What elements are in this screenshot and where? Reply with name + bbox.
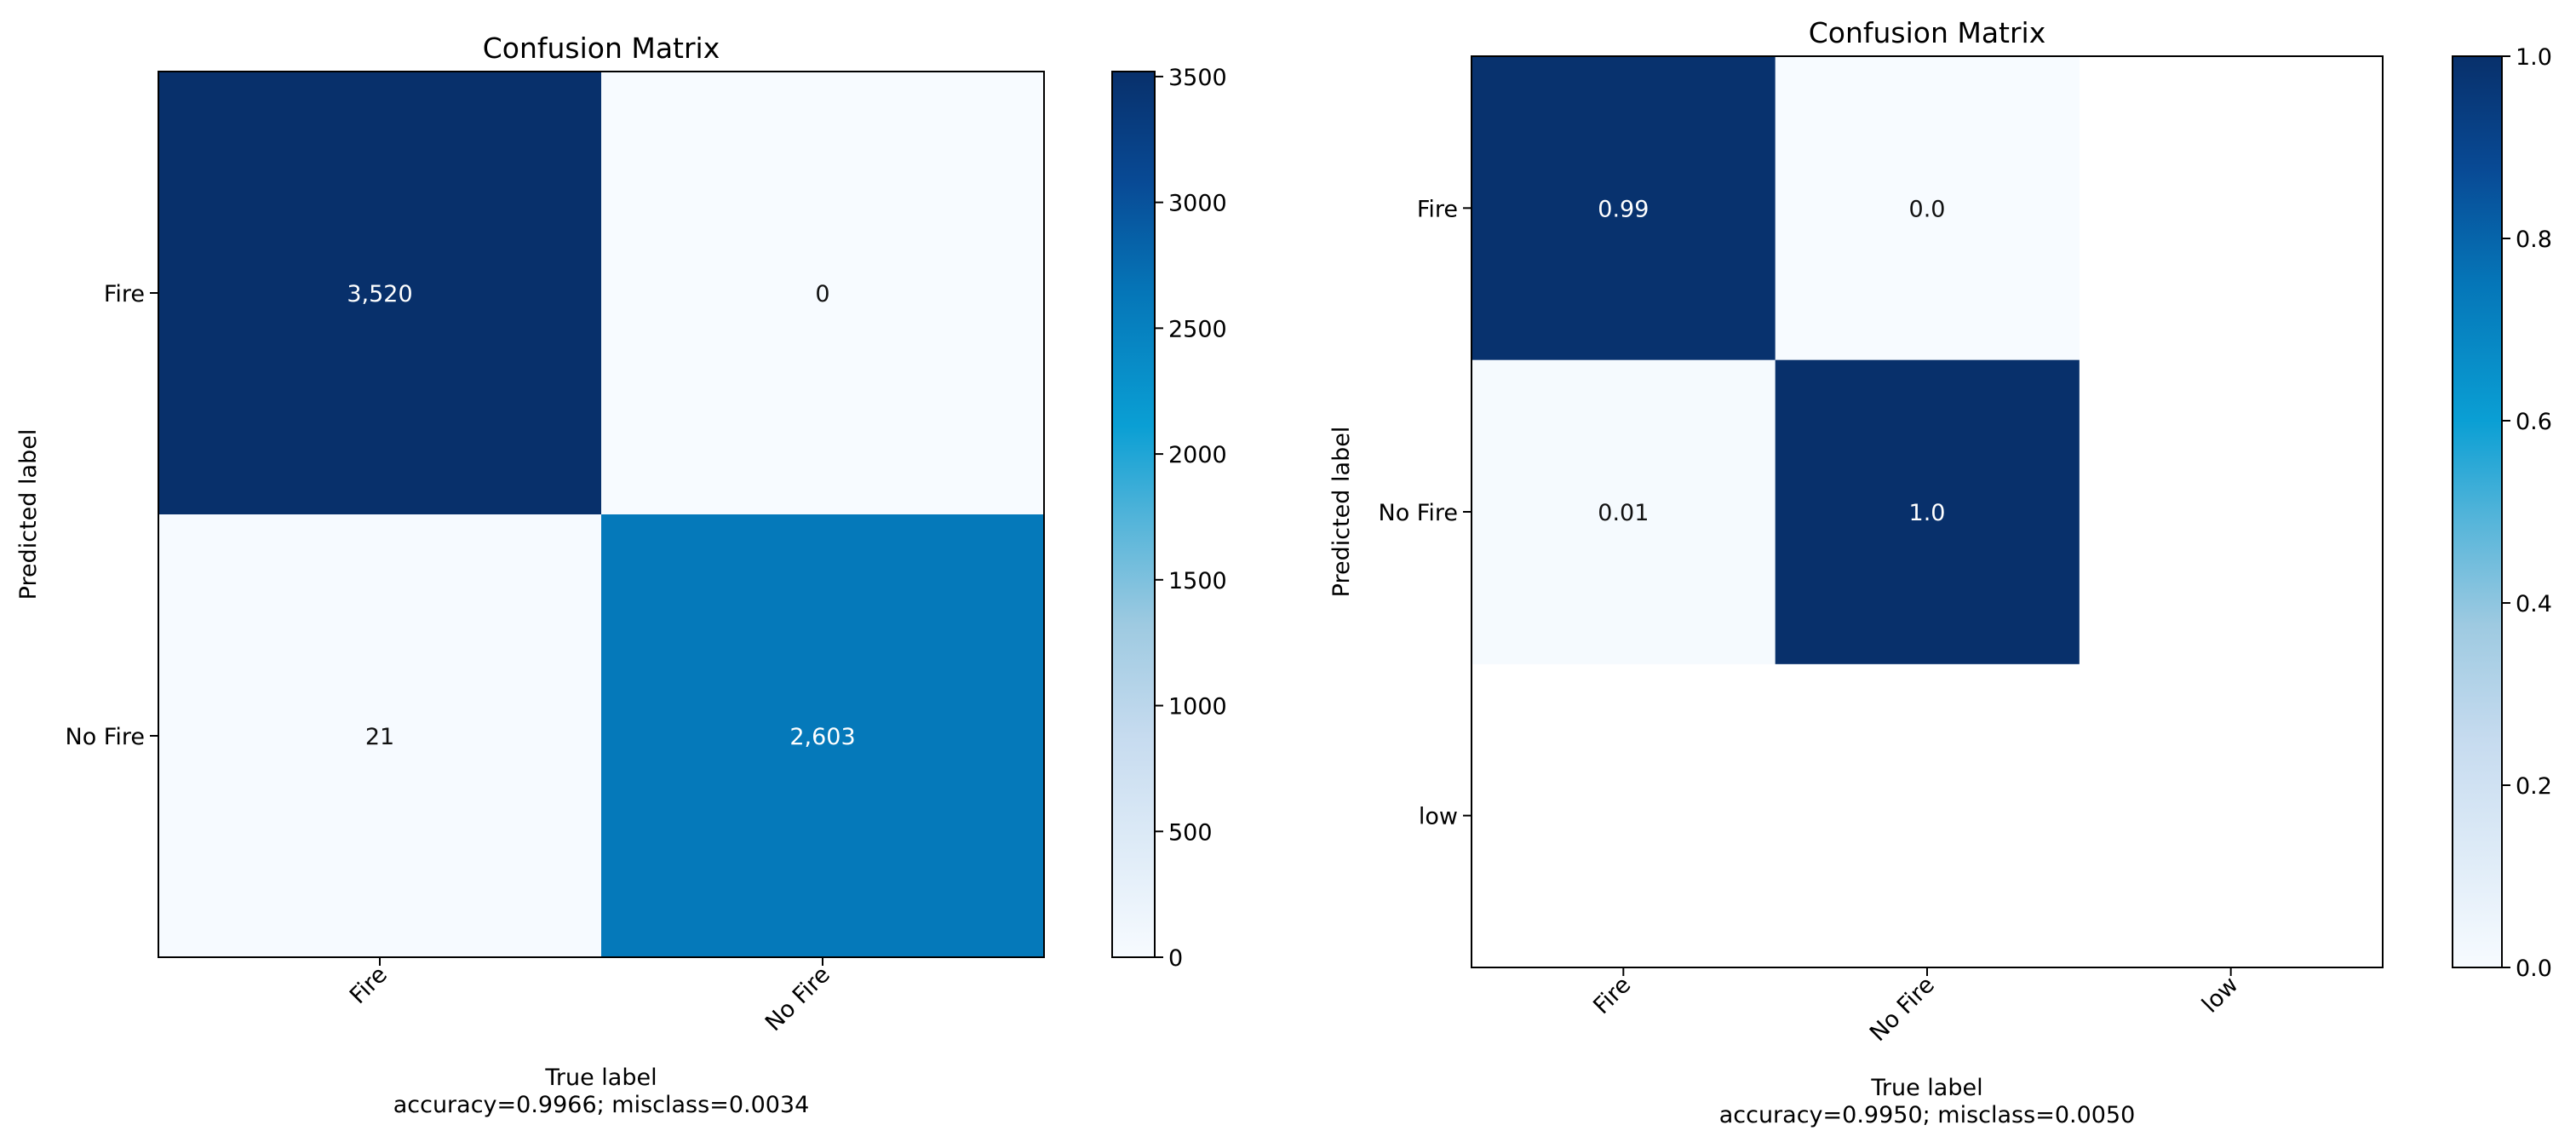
cell-value-label: 0.01 bbox=[1598, 500, 1649, 526]
y-tick-label: Fire bbox=[104, 281, 145, 307]
colorbar-tick-label: 3500 bbox=[1168, 65, 1227, 91]
colorbar-gradient bbox=[2452, 55, 2503, 968]
colorbar: 0 500 1000 1500 2000 2500 3000 3500 bbox=[1111, 65, 1227, 972]
confusion-matrix-chart-2: 0.99 0.0 0.01 1.0 Confusion Matrix Fire No Fir… bbox=[1328, 16, 2552, 1128]
y-tick-label: No Fire bbox=[66, 724, 146, 750]
y-axis-label: Predicted label bbox=[15, 429, 42, 600]
cell-value-label: 1.0 bbox=[1909, 500, 1946, 526]
heatmap-cell bbox=[601, 514, 1045, 958]
x-tick-label: No Fire bbox=[760, 961, 835, 1036]
cell-value-label: 0.0 bbox=[1909, 196, 1946, 222]
colorbar-tick-label: 0.0 bbox=[2516, 956, 2552, 982]
heatmap-cell bbox=[1472, 359, 1776, 664]
heatmap-cell bbox=[158, 514, 602, 958]
cell-value-label: 0 bbox=[815, 281, 829, 307]
cell-value-label: 2,603 bbox=[789, 724, 855, 750]
heatmap-cell bbox=[158, 72, 602, 515]
colorbar-tick-label: 2000 bbox=[1168, 442, 1227, 468]
accuracy-footer: accuracy=0.9966; misclass=0.0034 bbox=[393, 1092, 810, 1118]
colorbar-gradient bbox=[1111, 71, 1156, 958]
colorbar-tick-label: 0.4 bbox=[2516, 591, 2552, 617]
x-tick-label: No Fire bbox=[1865, 972, 1940, 1047]
colorbar-tick-label: 0.8 bbox=[2516, 227, 2552, 253]
x-axis-label: True label bbox=[1870, 1075, 1982, 1101]
chart-title: Confusion Matrix bbox=[1809, 16, 2046, 49]
colorbar-tick-label: 500 bbox=[1168, 819, 1213, 846]
plot-frame bbox=[158, 71, 1045, 958]
x-tick-label: low bbox=[2197, 972, 2244, 1019]
heatmap-cell bbox=[1472, 56, 1776, 361]
cell-value-label: 3,520 bbox=[347, 281, 412, 307]
colorbar: 0.0 0.2 0.4 0.6 0.8 1.0 bbox=[2452, 44, 2552, 982]
y-tick-label: low bbox=[1419, 804, 1458, 830]
y-tick-label: No Fire bbox=[1379, 500, 1459, 526]
colorbar-tick-label: 1.0 bbox=[2516, 44, 2552, 71]
colorbar-tick-label: 0.2 bbox=[2516, 773, 2552, 800]
heatmap-cell bbox=[1775, 359, 2080, 664]
y-tick-label: Fire bbox=[1417, 196, 1458, 222]
colorbar-tick-label: 1500 bbox=[1168, 568, 1227, 594]
colorbar-tick-label: 2500 bbox=[1168, 316, 1227, 342]
colorbar-tick-label: 0 bbox=[1168, 945, 1183, 972]
colorbar-tick-label: 3000 bbox=[1168, 191, 1227, 217]
cell-value-label: 0.99 bbox=[1598, 196, 1649, 222]
x-tick-label: Fire bbox=[1588, 972, 1636, 1019]
colorbar-tick-label: 1000 bbox=[1168, 694, 1227, 720]
heatmap-cell bbox=[1775, 56, 2080, 361]
accuracy-footer: accuracy=0.9950; misclass=0.0050 bbox=[1719, 1102, 2136, 1128]
confusion-matrix-chart-1: 3,520 0 21 2,603 Confusion Matrix Fire No Fire… bbox=[15, 32, 1227, 1118]
y-axis-label: Predicted label bbox=[1328, 427, 1355, 598]
x-tick-label: Fire bbox=[345, 961, 393, 1009]
chart-title: Confusion Matrix bbox=[483, 32, 720, 65]
colorbar-tick-label: 0.6 bbox=[2516, 409, 2552, 435]
heatmap-cell bbox=[601, 72, 1045, 515]
x-axis-label: True label bbox=[544, 1065, 657, 1091]
cell-value-label: 21 bbox=[365, 724, 394, 750]
